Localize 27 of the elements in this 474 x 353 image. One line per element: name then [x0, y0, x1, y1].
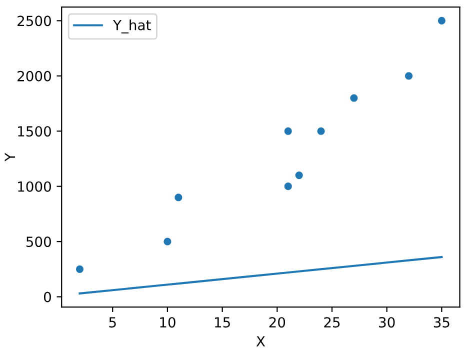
x-tick-label: 20 — [269, 317, 286, 328]
point — [317, 127, 325, 135]
line-series — [78, 256, 443, 295]
x-axis-title: X — [256, 336, 266, 346]
x-tick-label: 25 — [324, 317, 340, 328]
point — [76, 265, 84, 273]
point — [350, 94, 358, 102]
y-axis-title: Y — [4, 152, 15, 162]
point — [164, 238, 172, 246]
y-tick-label: 1000 — [18, 181, 51, 192]
point — [295, 172, 303, 180]
legend-label: Y_hat — [112, 20, 151, 34]
x-tick-label: 30 — [379, 317, 395, 328]
x-tick-label: 10 — [160, 317, 176, 328]
x-tick-label: 15 — [215, 317, 230, 328]
x-tick-label: 5 — [109, 317, 116, 328]
y-tick-label: 1500 — [18, 126, 51, 137]
point — [404, 72, 413, 80]
point — [284, 182, 292, 190]
point — [284, 127, 292, 135]
x-tick-label: 35 — [434, 317, 450, 328]
y-tick-label: 0 — [44, 292, 51, 302]
point — [174, 194, 182, 202]
point — [438, 16, 446, 24]
y-tick-label: 2000 — [18, 70, 51, 82]
y-tick-label: 500 — [26, 236, 51, 248]
y-tick-label: 2500 — [18, 16, 51, 26]
